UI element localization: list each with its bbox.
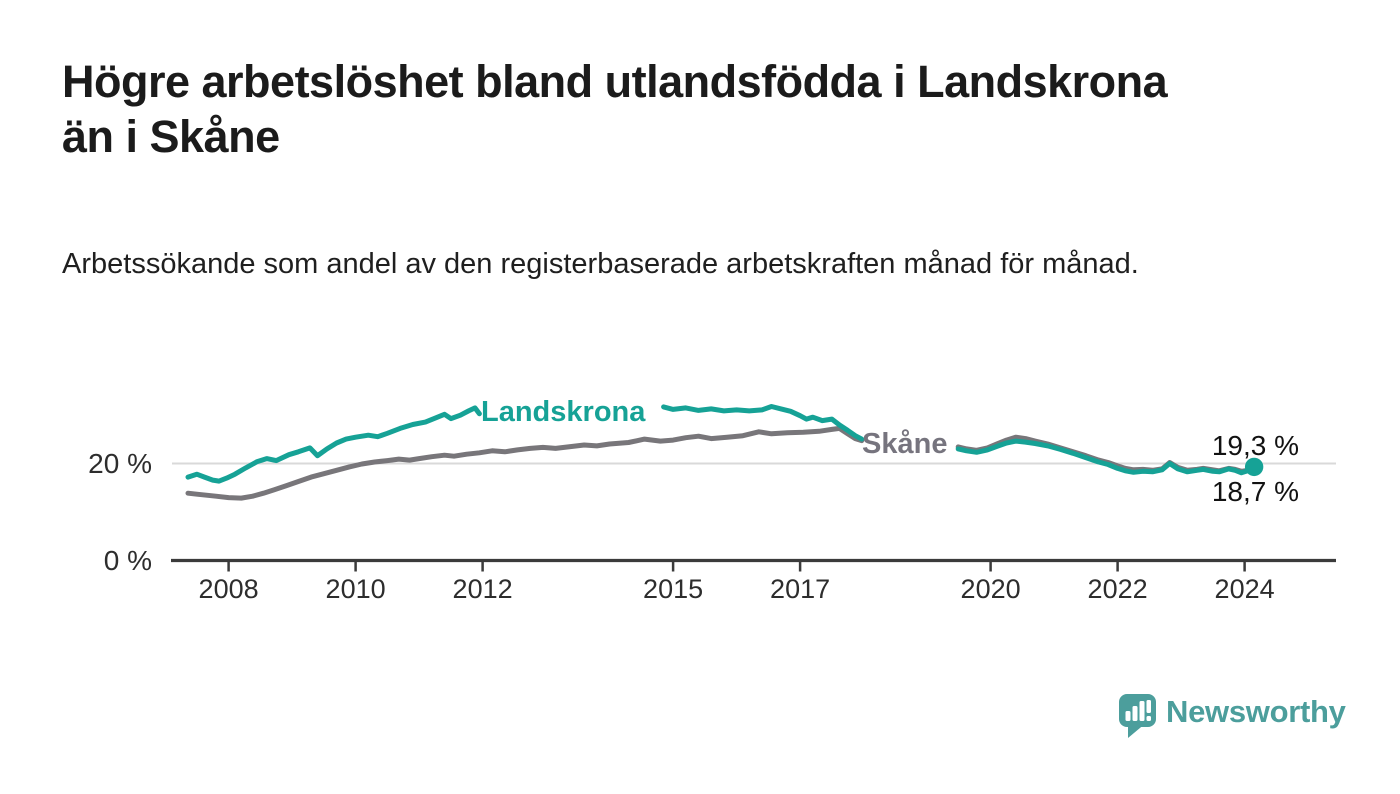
x-tick-label: 2010	[326, 574, 386, 604]
title-line-2: än i Skåne	[62, 110, 280, 162]
page-title: Högre arbetslöshet bland utlandsfödda i …	[62, 55, 1362, 165]
y-axis-label-0: 0 %	[103, 545, 152, 576]
logo-exclamation-dot	[1146, 716, 1151, 721]
logo-bar-1	[1125, 711, 1131, 721]
series-label-landskrona: Landskrona	[481, 396, 646, 428]
end-value-landskrona: 19,3 %	[1211, 430, 1299, 461]
logo-bar-2	[1132, 706, 1138, 721]
series-line-landskrona	[955, 438, 1257, 476]
x-tick-label: 2024	[1215, 574, 1275, 604]
logo-bubble-tail	[1128, 723, 1146, 738]
end-value-skane: 18,7 %	[1211, 476, 1299, 507]
newsworthy-logo-icon	[1119, 694, 1156, 738]
x-tick-label: 2015	[643, 574, 703, 604]
series-line-landskrona	[185, 405, 482, 484]
y-axis-label-20: 20 %	[88, 448, 152, 479]
x-tick-label: 2008	[199, 574, 259, 604]
x-tick-label: 2020	[961, 574, 1021, 604]
x-tick-label: 2012	[453, 574, 513, 604]
end-point-dot	[1244, 457, 1264, 477]
series-label-skane: Skåne	[862, 428, 948, 460]
series-line-landskrona	[661, 404, 865, 442]
chart-subtitle: Arbetssökande som andel av den registerb…	[62, 248, 1139, 280]
title-line-1: Högre arbetslöshet bland utlandsfödda i …	[62, 56, 1168, 107]
x-tick-label: 2022	[1088, 574, 1148, 604]
logo-bar-3	[1139, 701, 1145, 721]
logo-exclamation-bar	[1146, 700, 1151, 713]
newsworthy-logo-text: Newsworthy	[1166, 694, 1346, 729]
series-line-skane	[185, 425, 865, 501]
x-tick-label: 2017	[770, 574, 830, 604]
